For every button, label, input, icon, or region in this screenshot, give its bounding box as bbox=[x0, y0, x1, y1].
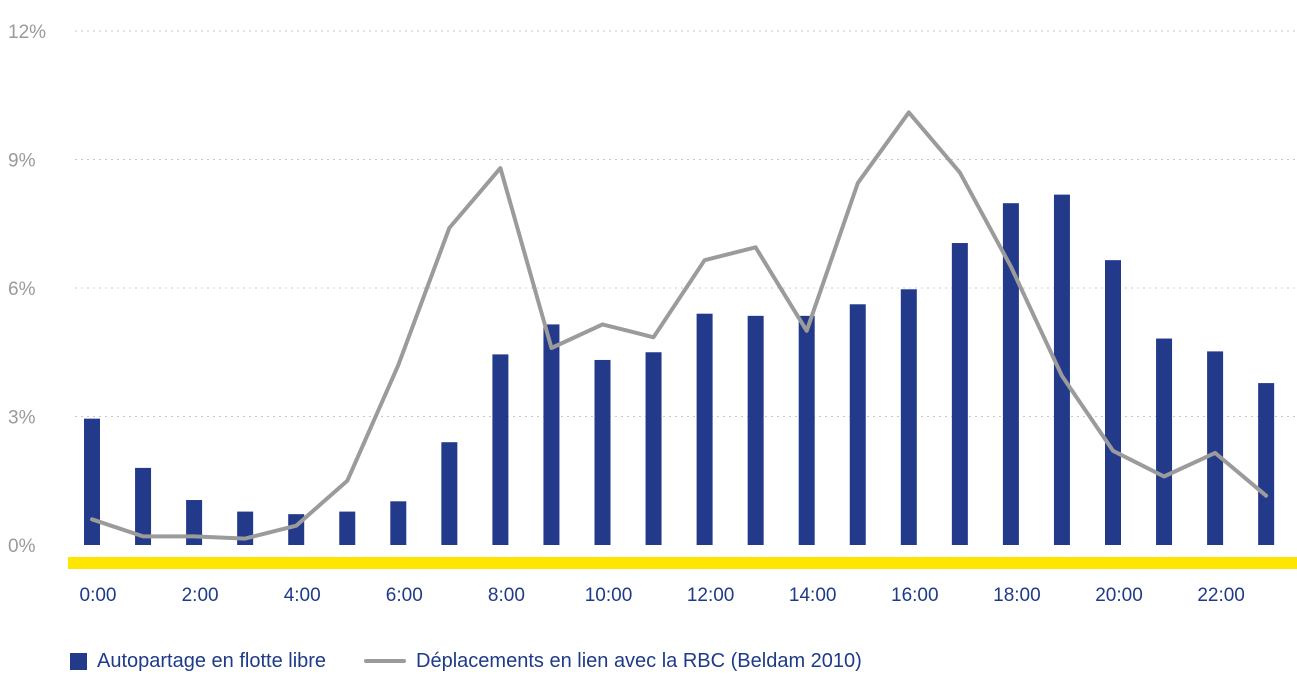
bar-series bbox=[84, 194, 1275, 545]
bar bbox=[492, 354, 509, 545]
y-tick-label: 9% bbox=[8, 151, 36, 172]
bar bbox=[594, 359, 611, 545]
bar bbox=[441, 442, 458, 545]
legend-swatch-line bbox=[364, 659, 407, 663]
bar bbox=[339, 511, 356, 545]
bar bbox=[951, 243, 968, 545]
bar bbox=[186, 500, 203, 545]
bar bbox=[390, 501, 407, 545]
x-tick-label: 14:00 bbox=[789, 585, 837, 606]
legend-label-trips: Déplacements en lien avec la RBC (Beldam… bbox=[416, 650, 862, 672]
bar bbox=[1053, 194, 1070, 545]
bar bbox=[849, 304, 866, 545]
bar bbox=[543, 324, 560, 545]
legend-item-trips: Déplacements en lien avec la RBC (Beldam… bbox=[364, 649, 862, 673]
baseline-bar bbox=[68, 557, 1297, 569]
y-tick-label: 3% bbox=[8, 408, 36, 429]
legend-label-carsharing: Autopartage en flotte libre bbox=[97, 650, 327, 672]
x-tick-label: 22:00 bbox=[1197, 585, 1245, 606]
bar bbox=[645, 352, 662, 545]
x-tick-label: 20:00 bbox=[1095, 585, 1143, 606]
x-tick-label: 12:00 bbox=[687, 585, 735, 606]
series-line bbox=[90, 110, 1269, 541]
legend: Autopartage en flotte libre Déplacements… bbox=[70, 648, 862, 674]
x-axis-ticks: 0:00 2:00 4:00 6:00 8:00 10:00 12:00 14:00 16:00… bbox=[80, 585, 1245, 606]
x-tick-label: 8:00 bbox=[488, 585, 525, 606]
bar bbox=[135, 467, 152, 545]
y-tick-label: 6% bbox=[8, 279, 36, 300]
bar bbox=[1258, 383, 1275, 545]
bar bbox=[1105, 260, 1121, 545]
bar bbox=[696, 313, 713, 545]
legend-swatch-bar bbox=[70, 652, 87, 670]
x-tick-label: 0:00 bbox=[80, 585, 117, 606]
x-tick-label: 4:00 bbox=[284, 585, 321, 606]
bar bbox=[1156, 338, 1173, 545]
bar bbox=[1002, 203, 1019, 545]
y-tick-label: 12% bbox=[8, 22, 46, 43]
y-tick-label: 0% bbox=[8, 536, 36, 557]
bar bbox=[747, 315, 764, 545]
y-axis-ticks: 0% 3% 6% 9% 12% bbox=[8, 22, 46, 557]
bar bbox=[1207, 351, 1224, 545]
x-tick-label: 2:00 bbox=[182, 585, 219, 606]
x-tick-label: 6:00 bbox=[386, 585, 423, 606]
x-tick-label: 16:00 bbox=[891, 585, 939, 606]
bar bbox=[900, 289, 917, 545]
legend-item-carsharing: Autopartage en flotte libre bbox=[70, 649, 326, 673]
x-tick-label: 18:00 bbox=[993, 585, 1041, 606]
line-series bbox=[90, 110, 1269, 541]
bar bbox=[84, 418, 100, 545]
chart: 0% 3% 6% 9% 12% 0:00 2:00 4:00 6:00 8:00 10:00 12:… bbox=[8, 22, 1297, 606]
x-tick-label: 10:00 bbox=[585, 585, 633, 606]
bar bbox=[798, 315, 815, 545]
